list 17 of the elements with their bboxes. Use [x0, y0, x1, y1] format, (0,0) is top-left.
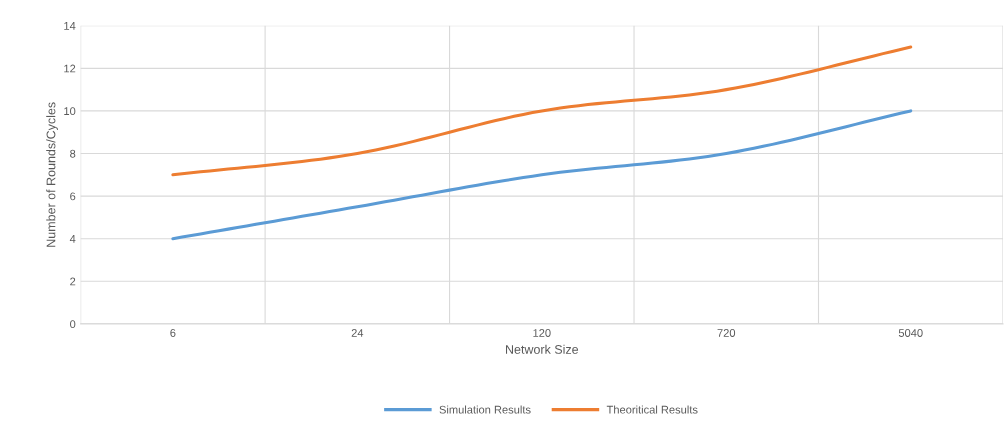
x-tick-label: 5040 — [898, 329, 923, 337]
y-tick-label: 2 — [70, 277, 76, 286]
y-tick-label: 10 — [64, 107, 76, 116]
legend-label: Theoritical Results — [606, 405, 698, 414]
x-tick-label: 120 — [533, 329, 551, 337]
x-axis-title: Network Size — [506, 344, 579, 354]
x-tick-label: 720 — [717, 329, 736, 337]
x-tick-label: 6 — [170, 329, 176, 337]
y-tick-label: 8 — [70, 149, 76, 158]
y-axis-title: Number of Rounds/Cycles — [46, 102, 58, 247]
y-tick-label: 0 — [70, 320, 76, 329]
y-tick-label: 12 — [64, 64, 76, 73]
legend-label: Simulation Results — [439, 405, 531, 414]
y-tick-label: 4 — [69, 235, 76, 243]
y-tick-label: 14 — [64, 22, 76, 30]
y-tick-label: 6 — [70, 192, 76, 201]
x-tick-label: 24 — [351, 329, 364, 337]
